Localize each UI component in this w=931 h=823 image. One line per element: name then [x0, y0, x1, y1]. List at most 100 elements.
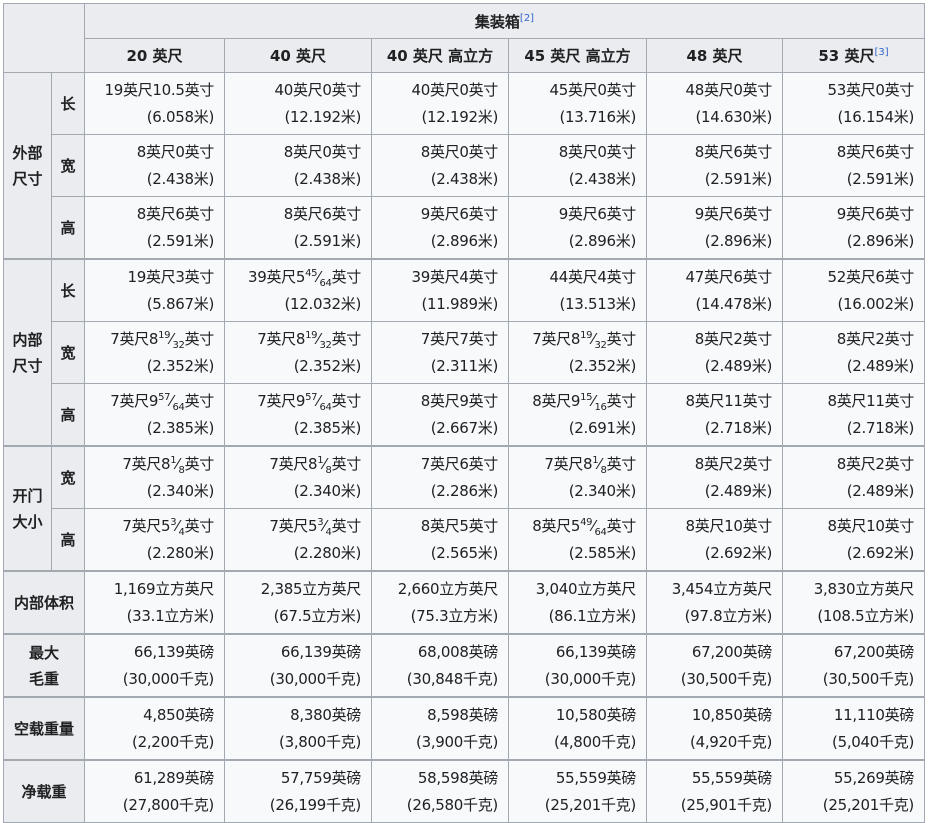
imperial-value: 67,200英磅 [833, 642, 914, 661]
column-header: 20 英尺 [84, 38, 225, 73]
metric-value: (2.311米) [430, 356, 499, 375]
metric-value: (11.989米) [421, 294, 499, 313]
metric-value: (67.5立方米) [273, 606, 362, 625]
data-cell: 1,169立方英尺 (33.1立方米) [84, 570, 225, 635]
imperial-value: 55,269英磅 [833, 768, 914, 787]
imperial-value: 7英尺81⁄8英寸 [544, 454, 636, 476]
column-header-label: 20 英尺 [126, 47, 183, 65]
metric-value: (12.032米) [284, 294, 362, 313]
metric-value: (3,900千克) [416, 732, 498, 751]
metric-value: (14.478米) [695, 294, 773, 313]
imperial-value: 47英尺6英寸 [685, 267, 772, 286]
imperial-value: 8英尺915⁄16英寸 [532, 391, 636, 413]
metric-value: (4,920千克) [690, 732, 772, 751]
imperial-value: 8英尺6英寸 [136, 204, 215, 223]
data-cell: 11,110英磅 (5,040千克) [782, 696, 925, 761]
data-cell: 61,289英磅 (27,800千克) [84, 759, 225, 823]
data-cell: 8英尺5英寸 (2.565米) [371, 508, 509, 572]
imperial-value: 66,139英磅 [555, 642, 636, 661]
data-cell: 48英尺0英寸 (14.630米) [646, 72, 783, 135]
table-row: 内部 尺寸长 19英尺3英寸 (5.867米) 39英尺545⁄64英寸 (12.032米… [3, 258, 925, 447]
data-cell: 7英尺53⁄4英寸 (2.280米) [84, 508, 225, 572]
data-cell: 8,380英磅 (3,800千克) [224, 696, 372, 761]
imperial-value: 7英尺957⁄64英寸 [257, 391, 361, 413]
imperial-value: 4,850英磅 [143, 705, 214, 724]
row-sub-label: 高 [51, 196, 85, 260]
data-cell: 58,598英磅 (26,580千克) [371, 759, 509, 823]
metric-value: (2.352米) [146, 356, 215, 375]
data-cell: 19英尺10.5英寸 (6.058米) [84, 72, 225, 135]
imperial-value: 3,040立方英尺 [535, 579, 637, 598]
data-cell: 7英尺81⁄8英寸 (2.340米) [84, 445, 225, 509]
imperial-value: 61,289英磅 [133, 768, 214, 787]
metric-value: (2.489米) [704, 356, 773, 375]
imperial-value: 8英尺549⁄64英寸 [532, 516, 636, 538]
row-sub-label: 长 [51, 258, 85, 322]
table-title: 集装箱[2] [84, 3, 925, 39]
imperial-value: 66,139英磅 [280, 642, 361, 661]
metric-value: (12.192米) [421, 107, 499, 126]
data-cell: 8英尺6英寸 (2.591米) [84, 196, 225, 260]
corner-cell [3, 3, 85, 73]
metric-value: (2.438米) [430, 169, 499, 188]
imperial-value: 10,580英磅 [555, 705, 636, 724]
row-sub-label: 高 [51, 383, 85, 447]
data-cell: 55,559英磅 (25,201千克) [508, 759, 647, 823]
data-cell: 2,660立方英尺 (75.3立方米) [371, 570, 509, 635]
imperial-value: 44英尺4英寸 [549, 267, 636, 286]
metric-value: (26,199千克) [269, 795, 362, 814]
data-cell: 8英尺11英寸 (2.718米) [646, 383, 783, 447]
imperial-value: 8英尺6英寸 [836, 142, 915, 161]
reference-link[interactable]: [2] [519, 12, 535, 24]
row-sub-label: 宽 [51, 134, 85, 197]
row-group-label: 内部体积 [3, 570, 85, 635]
data-cell: 8英尺2英寸 (2.489米) [646, 321, 783, 384]
data-cell: 7英尺6英寸 (2.286米) [371, 445, 509, 509]
table-row: 空载重量 4,850英磅 (2,200千克) 8,380英磅 (3,800千克) 8,59… [3, 696, 925, 761]
row-sub-label: 宽 [51, 445, 85, 509]
imperial-value: 8英尺0英寸 [558, 142, 637, 161]
metric-value: (2.667米) [430, 418, 499, 437]
data-cell: 55,269英磅 (25,201千克) [782, 759, 925, 823]
metric-value: (5,040千克) [832, 732, 914, 751]
metric-value: (5.867米) [146, 294, 215, 313]
metric-value: (30,500千克) [680, 669, 773, 688]
metric-value: (2.585米) [568, 543, 637, 562]
imperial-value: 58,598英磅 [417, 768, 498, 787]
imperial-value: 8英尺10英寸 [827, 516, 914, 535]
metric-value: (2.896米) [430, 231, 499, 250]
metric-value: (2.489米) [704, 481, 773, 500]
imperial-value: 8英尺6英寸 [694, 142, 773, 161]
imperial-value: 8英尺0英寸 [420, 142, 499, 161]
metric-value: (2.691米) [568, 418, 637, 437]
imperial-value: 66,139英磅 [133, 642, 214, 661]
reference-link[interactable]: [3] [874, 47, 889, 58]
column-header: 45 英尺 高立方 [508, 38, 647, 73]
metric-value: (2.286米) [430, 481, 499, 500]
data-cell: 67,200英磅 (30,500千克) [646, 633, 783, 698]
data-cell: 8英尺6英寸 (2.591米) [646, 134, 783, 197]
imperial-value: 19英尺10.5英寸 [104, 80, 215, 99]
metric-value: (2.591米) [846, 169, 915, 188]
column-header-label: 40 英尺 高立方 [386, 47, 494, 65]
metric-value: (2.565米) [430, 543, 499, 562]
data-cell: 8英尺6英寸 (2.591米) [224, 196, 372, 260]
column-header-label: 48 英尺 [686, 47, 743, 65]
data-cell: 8英尺10英寸 (2.692米) [646, 508, 783, 572]
metric-value: (97.8立方米) [684, 606, 773, 625]
column-header: 53 英尺[3] [782, 38, 925, 73]
imperial-value: 45英尺0英寸 [549, 80, 636, 99]
metric-value: (13.513米) [559, 294, 637, 313]
metric-value: (2.385米) [146, 418, 215, 437]
metric-value: (2.438米) [146, 169, 215, 188]
imperial-value: 7英尺7英寸 [420, 329, 499, 348]
row-group-label: 开门 大小 [3, 445, 52, 572]
metric-value: (2.896米) [568, 231, 637, 250]
title-text: 集装箱 [474, 12, 520, 31]
data-cell: 9英尺6英寸 (2.896米) [508, 196, 647, 260]
imperial-value: 8英尺0英寸 [283, 142, 362, 161]
metric-value: (2.280米) [293, 543, 362, 562]
imperial-value: 8英尺11英寸 [827, 391, 914, 410]
imperial-value: 8英尺6英寸 [283, 204, 362, 223]
metric-value: (3,800千克) [279, 732, 361, 751]
